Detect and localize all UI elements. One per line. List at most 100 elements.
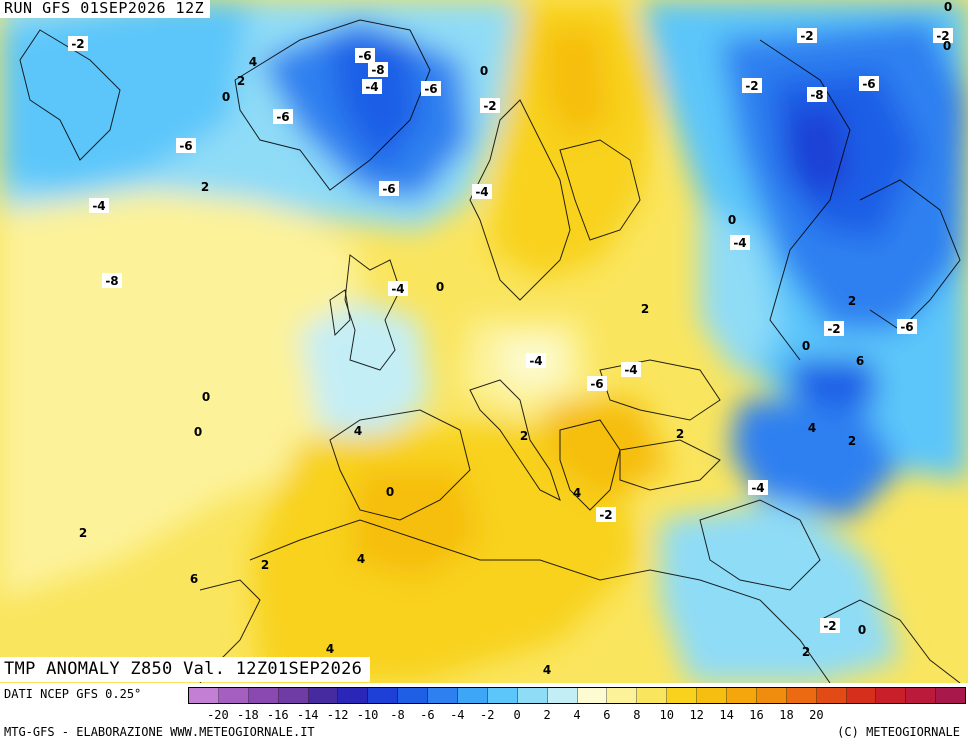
scale-tick-label: -8	[390, 708, 405, 722]
contour-label: -2	[820, 618, 840, 633]
svg-text:-2: -2	[936, 29, 949, 43]
svg-text:0: 0	[202, 390, 210, 404]
svg-text:2: 2	[641, 302, 649, 316]
svg-text:-6: -6	[424, 82, 437, 96]
contour-label: 2	[676, 427, 684, 441]
coastlines	[19, 19, 961, 683]
scale-swatch	[278, 688, 309, 703]
contour-label: -2	[933, 28, 953, 43]
color-scale	[188, 687, 966, 704]
contour-label: -2	[797, 28, 817, 43]
svg-text:-4: -4	[391, 282, 404, 296]
contour-label: -8	[102, 273, 122, 288]
contour-label: -2	[480, 98, 500, 113]
scale-tick-label: 18	[779, 708, 794, 722]
scale-swatch	[189, 688, 219, 703]
contour-label: -4	[89, 198, 109, 213]
contour-label: 2	[520, 429, 528, 443]
svg-text:-4: -4	[624, 363, 637, 377]
scale-swatch	[428, 688, 459, 703]
svg-text:-8: -8	[105, 274, 118, 288]
svg-text:2: 2	[848, 294, 856, 308]
contour-label: 0	[480, 64, 488, 78]
contour-label: 0	[194, 425, 202, 439]
svg-text:2: 2	[676, 427, 684, 441]
svg-text:-2: -2	[800, 29, 813, 43]
scale-tick-label: -2	[479, 708, 495, 722]
contour-label: -6	[379, 181, 399, 196]
credits: MTG-GFS - ELABORAZIONE WWW.METEOGIORNALE…	[4, 725, 315, 739]
svg-text:6: 6	[856, 354, 864, 368]
svg-text:-6: -6	[862, 77, 875, 91]
svg-text:-6: -6	[276, 110, 289, 124]
svg-text:0: 0	[386, 485, 394, 499]
scale-tick-label: -14	[296, 708, 319, 722]
scale-tick-label: 10	[659, 708, 674, 722]
copyright: (C) METEOGIORNALE	[837, 725, 960, 739]
scale-tick-label: 8	[633, 708, 641, 722]
contour-label: -6	[859, 76, 879, 91]
svg-text:-4: -4	[365, 80, 378, 94]
scale-tick-label: 12	[689, 708, 704, 722]
scale-swatch	[667, 688, 698, 703]
scale-tick-label: 20	[809, 708, 824, 722]
contour-label: -6	[176, 138, 196, 153]
scale-tick-label: 2	[543, 708, 551, 722]
svg-text:4: 4	[354, 424, 362, 438]
svg-text:4: 4	[808, 421, 816, 435]
scale-swatch	[906, 688, 937, 703]
color-scale-ticks: -20 -18 -16 -14 -12 -10 -8 -6 -4 -2 0 2 4 6 8 10 12 14 16 1…	[188, 708, 966, 722]
svg-text:0: 0	[802, 339, 810, 353]
contour-label: -6	[273, 109, 293, 124]
contour-label: 6	[190, 572, 198, 586]
contour-label: -4	[362, 79, 382, 94]
svg-text:2: 2	[848, 434, 856, 448]
scale-swatch	[756, 688, 787, 703]
scale-swatch	[637, 688, 668, 703]
scale-tick-label: -16	[266, 708, 289, 722]
map-title: TMP ANOMALY Z850 Val. 12Z01SEP2026	[0, 657, 371, 682]
contour-label: 0	[858, 623, 866, 637]
svg-text:4: 4	[326, 642, 334, 656]
svg-text:0: 0	[943, 39, 951, 53]
svg-text:-8: -8	[371, 63, 384, 77]
svg-text:4: 4	[357, 552, 365, 566]
scale-swatch	[876, 688, 907, 703]
contour-label: 2	[641, 302, 649, 316]
data-source: DATI NCEP GFS 0.25°	[4, 687, 142, 701]
svg-text:4: 4	[543, 663, 551, 677]
contour-label: 0	[202, 390, 210, 404]
svg-text:-2: -2	[827, 322, 840, 336]
contour-label: -6	[355, 48, 375, 63]
contour-label: 0	[943, 39, 951, 53]
run-label: RUN GFS 01SEP2026 12Z	[0, 0, 211, 18]
contour-label: 4	[357, 552, 365, 566]
svg-text:-2: -2	[71, 37, 84, 51]
scale-swatch	[517, 688, 548, 703]
svg-text:-2: -2	[599, 508, 612, 522]
svg-text:-6: -6	[382, 182, 395, 196]
scale-tick-label: 16	[749, 708, 764, 722]
footer: DATI NCEP GFS 0.25° -20 -18 -16 -14 -12 -10 -8…	[0, 683, 968, 745]
scale-swatch	[697, 688, 728, 703]
svg-text:0: 0	[944, 0, 952, 14]
svg-text:-4: -4	[92, 199, 105, 213]
scale-swatch	[607, 688, 638, 703]
contour-label: 4	[249, 55, 257, 69]
contour-label: 4	[808, 421, 816, 435]
contour-label: -2	[596, 507, 616, 522]
scale-swatch	[487, 688, 518, 703]
contour-label: -4	[748, 480, 768, 495]
contour-label: -4	[388, 281, 408, 296]
contour-label: -8	[368, 62, 388, 77]
svg-text:0: 0	[436, 280, 444, 294]
svg-text:-2: -2	[745, 79, 758, 93]
contour-label: -2	[742, 78, 762, 93]
svg-text:2: 2	[201, 180, 209, 194]
scale-swatch	[458, 688, 488, 703]
scale-tick-label: -12	[326, 708, 349, 722]
svg-text:0: 0	[480, 64, 488, 78]
contour-label: 4	[543, 663, 551, 677]
contour-label: -6	[587, 376, 607, 391]
contour-label: 0	[222, 90, 230, 104]
